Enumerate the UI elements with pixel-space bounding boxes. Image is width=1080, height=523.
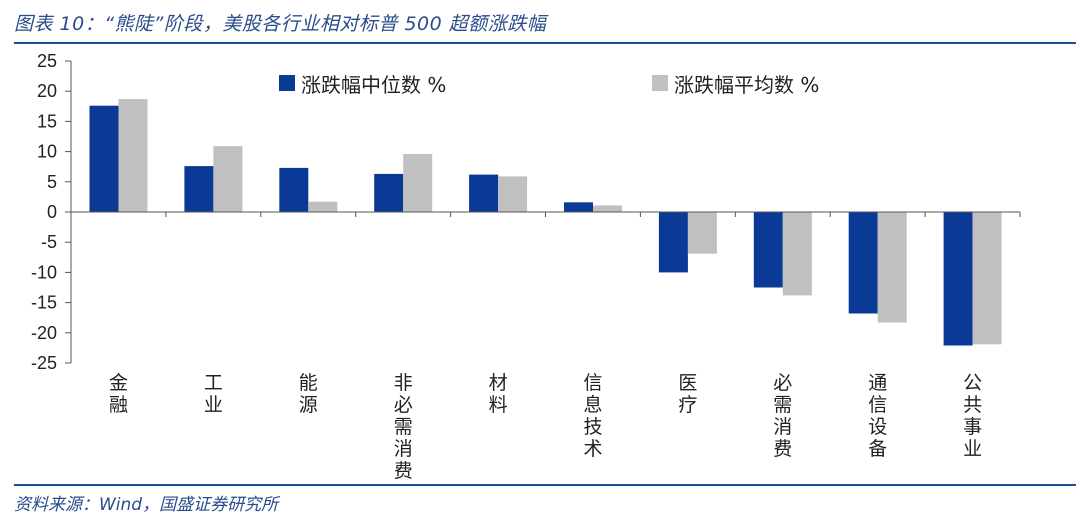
category-label-9: 公共事业	[963, 372, 982, 460]
bar-median-3	[374, 173, 404, 212]
source-divider	[14, 484, 1076, 486]
legend-label-median: 涨跌幅中位数 %	[301, 72, 447, 97]
title-divider	[14, 42, 1076, 44]
category-label-1: 工业	[204, 372, 223, 416]
x-axis	[70, 211, 1021, 217]
category-label-2: 能源	[299, 372, 318, 416]
bar-mean-7	[782, 212, 812, 296]
y-tick-label: -10	[31, 262, 57, 282]
category-label-5: 信息技术	[583, 372, 602, 460]
source-note: 资料来源：Wind，国盛证券研究所	[14, 495, 279, 515]
y-tick-label: 5	[47, 172, 57, 192]
y-tick-label: 20	[37, 81, 57, 101]
legend-swatch-mean	[652, 75, 668, 91]
legend-item-median: 涨跌幅中位数 %	[279, 72, 446, 97]
bar-median-8	[848, 212, 878, 314]
bars-group	[89, 99, 1002, 346]
legend-item-mean: 涨跌幅平均数 %	[652, 72, 819, 97]
bar-mean-6	[687, 212, 717, 254]
bar-median-6	[658, 212, 688, 273]
bar-median-5	[564, 202, 593, 212]
y-tick-label: 10	[37, 142, 57, 162]
bar-chart: 25 20 15 10 5 0 -5 -10 -15 -20 -25 金融 工业 能源 非必需消费 材料 信息…	[31, 51, 1021, 482]
y-tick-label: 0	[47, 202, 57, 222]
bar-mean-9	[972, 212, 1002, 345]
bar-mean-2	[308, 201, 338, 212]
bar-median-2	[279, 167, 309, 212]
bar-median-7	[753, 212, 783, 288]
y-tick-label: -5	[41, 232, 57, 252]
bar-median-1	[184, 166, 214, 212]
bar-median-0	[89, 105, 119, 212]
bar-median-9	[943, 212, 973, 346]
category-label-4: 材料	[489, 372, 508, 416]
legend-label-mean: 涨跌幅平均数 %	[674, 72, 820, 97]
bar-mean-4	[498, 176, 528, 212]
category-label-6: 医疗	[678, 372, 697, 416]
category-label-0: 金融	[109, 372, 128, 416]
y-tick-label: 15	[37, 111, 57, 131]
bar-median-4	[469, 174, 499, 212]
y-tick-label: -25	[31, 353, 57, 373]
y-tick-label: -20	[31, 323, 57, 343]
y-axis: 25 20 15 10 5 0 -5 -10 -15 -20 -25	[31, 51, 72, 373]
bar-mean-0	[118, 99, 148, 212]
bar-mean-1	[213, 146, 243, 212]
y-tick-label: -15	[31, 293, 57, 313]
category-label-8: 通信设备	[868, 372, 887, 460]
category-label-3: 非必需消费	[394, 372, 413, 482]
legend-swatch-median	[279, 75, 295, 91]
y-tick-label: 25	[37, 51, 57, 71]
bar-mean-3	[403, 154, 433, 212]
category-labels: 金融 工业 能源 非必需消费 材料 信息技术 医疗 必需消费 通信设备 公共事业	[109, 372, 982, 482]
bar-mean-5	[593, 205, 622, 212]
bar-mean-8	[877, 212, 907, 323]
category-label-7: 必需消费	[773, 372, 792, 460]
figure-title: 图表 10：“熊陡”阶段，美股各行业相对标普 500 超额涨跌幅	[14, 13, 547, 35]
